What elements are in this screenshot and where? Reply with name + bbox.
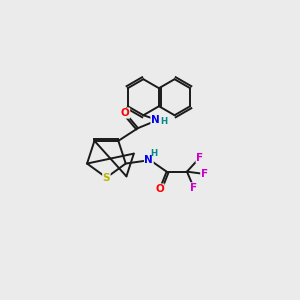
Text: F: F bbox=[196, 153, 203, 163]
Text: H: H bbox=[160, 117, 168, 126]
Text: O: O bbox=[155, 184, 164, 194]
Text: S: S bbox=[103, 172, 110, 183]
Text: N: N bbox=[151, 115, 160, 125]
Text: O: O bbox=[121, 108, 130, 118]
Text: H: H bbox=[151, 149, 158, 158]
Text: F: F bbox=[201, 169, 208, 179]
Text: F: F bbox=[190, 183, 197, 193]
Text: N: N bbox=[145, 155, 153, 165]
